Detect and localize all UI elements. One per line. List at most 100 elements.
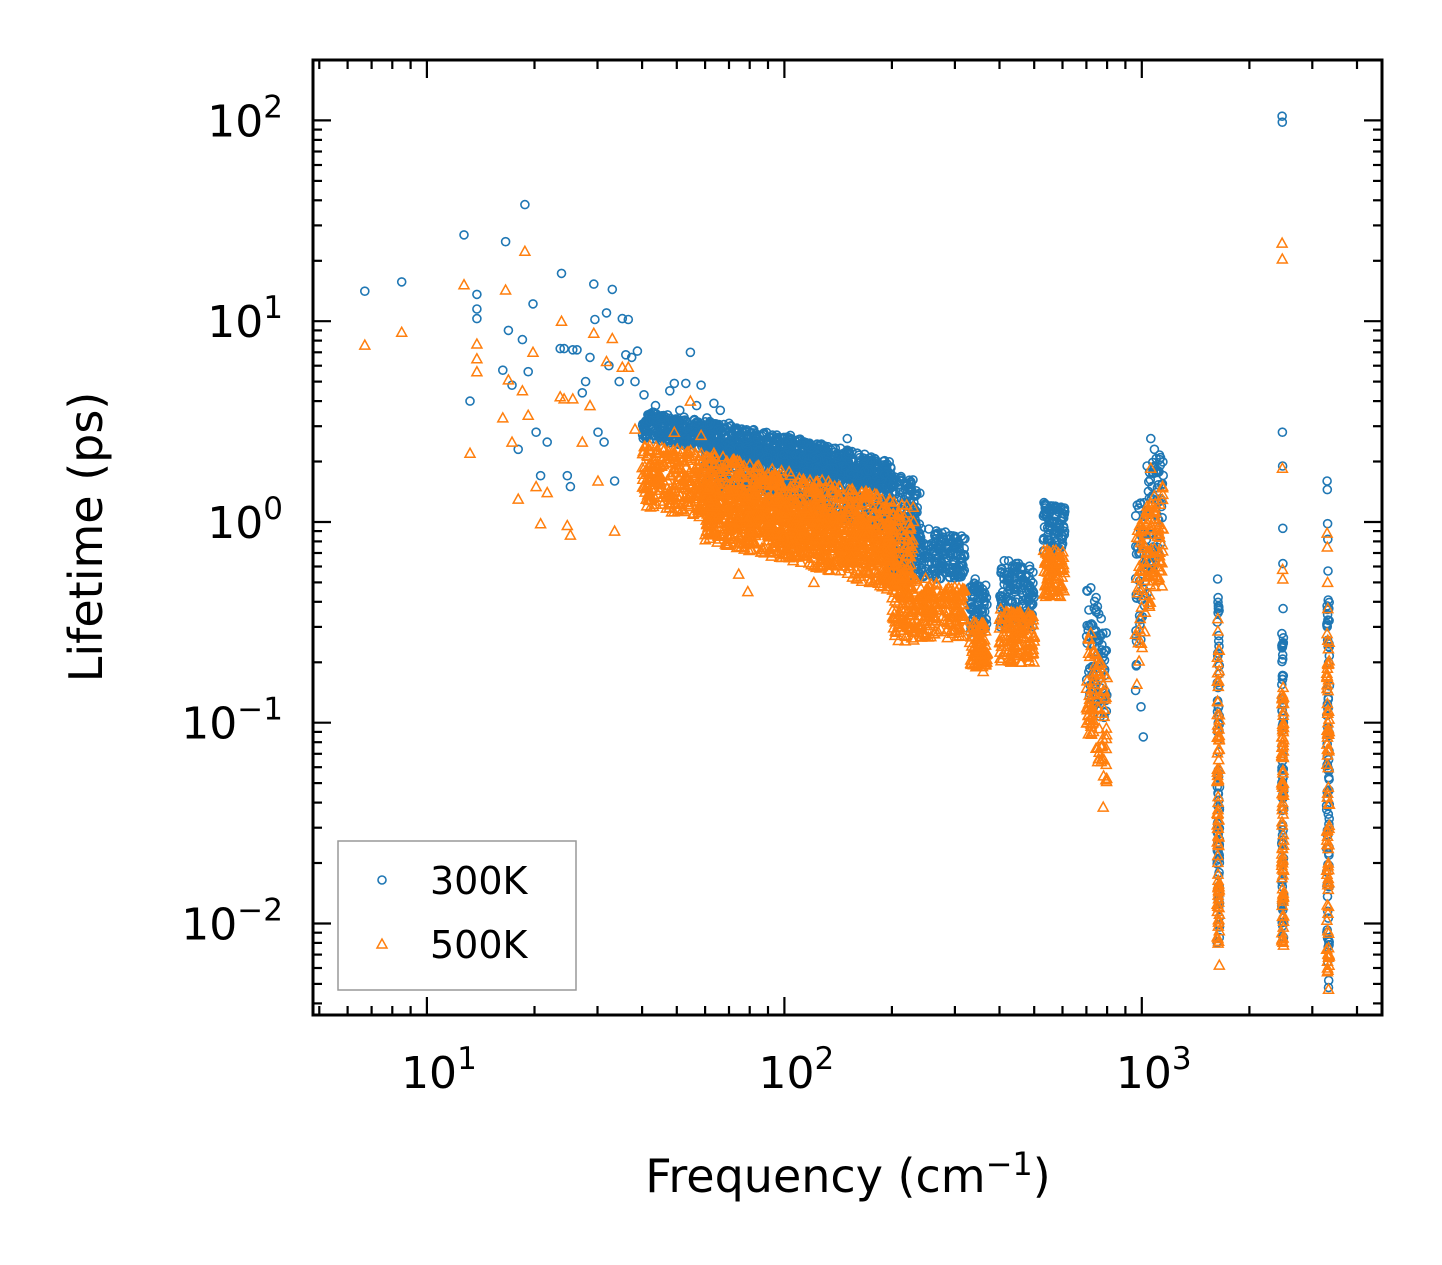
data-point xyxy=(696,454,709,466)
data-point xyxy=(614,376,625,387)
data-point xyxy=(565,481,576,492)
data-point xyxy=(729,455,742,467)
data-point xyxy=(689,446,702,458)
data-point xyxy=(970,601,980,612)
data-point xyxy=(913,567,924,578)
data-point xyxy=(1277,427,1288,438)
data-point xyxy=(1277,654,1288,664)
data-point xyxy=(858,491,871,503)
data-point xyxy=(886,469,896,479)
data-point xyxy=(719,534,733,547)
data-point xyxy=(707,523,721,535)
data-point xyxy=(699,513,713,525)
data-point xyxy=(798,544,811,556)
data-point xyxy=(809,452,819,463)
data-point xyxy=(899,540,912,552)
data-point xyxy=(666,447,680,459)
data-point xyxy=(952,543,962,554)
data-point xyxy=(692,453,706,465)
data-point xyxy=(807,559,821,571)
data-point xyxy=(777,528,791,540)
data-point xyxy=(782,494,796,506)
data-point xyxy=(647,453,660,465)
data-point xyxy=(664,385,675,396)
data-point xyxy=(567,344,578,355)
data-point xyxy=(1149,444,1160,455)
data-point xyxy=(900,484,910,494)
data-point xyxy=(900,506,914,518)
data-point xyxy=(773,437,784,447)
data-point xyxy=(1027,600,1037,611)
data-point xyxy=(702,413,712,423)
data-point xyxy=(756,470,769,482)
data-point xyxy=(1278,637,1289,648)
data-point xyxy=(640,416,651,427)
data-point xyxy=(851,572,864,584)
data-point xyxy=(708,459,721,472)
data-point xyxy=(1130,685,1141,696)
data-point xyxy=(739,510,753,522)
data-point xyxy=(709,477,723,489)
data-point xyxy=(875,478,886,488)
data-point xyxy=(833,490,846,502)
data-point xyxy=(1277,628,1287,639)
data-point xyxy=(1017,599,1027,610)
data-point xyxy=(978,592,989,603)
data-point xyxy=(956,531,967,541)
data-point xyxy=(1144,476,1154,487)
data-point xyxy=(779,450,789,460)
data-point xyxy=(712,465,726,477)
data-point xyxy=(1278,603,1288,614)
data-point xyxy=(791,506,805,518)
data-point xyxy=(759,430,770,440)
data-point xyxy=(845,467,856,478)
data-point xyxy=(861,553,874,566)
data-point xyxy=(1277,762,1287,773)
data-point xyxy=(820,465,830,476)
data-point xyxy=(825,539,839,551)
data-point xyxy=(752,498,766,510)
data-point xyxy=(787,478,800,491)
data-point xyxy=(806,442,816,453)
data-point xyxy=(919,570,930,580)
data-point xyxy=(779,459,790,470)
data-point xyxy=(722,484,736,497)
data-point xyxy=(669,422,680,432)
data-point xyxy=(650,400,661,411)
data-point xyxy=(820,527,834,539)
data-point xyxy=(733,504,746,517)
data-point xyxy=(738,483,751,496)
data-point xyxy=(757,543,770,555)
data-point xyxy=(849,564,863,576)
data-point xyxy=(1212,574,1223,584)
data-point xyxy=(683,478,697,490)
data-point xyxy=(794,521,808,533)
data-point xyxy=(807,467,818,477)
data-point xyxy=(500,236,511,247)
data-point xyxy=(726,491,739,503)
data-point xyxy=(876,580,889,592)
data-point xyxy=(459,230,469,240)
data-point xyxy=(1322,484,1333,495)
data-point xyxy=(857,527,871,539)
data-point xyxy=(845,550,859,562)
data-point xyxy=(712,505,725,518)
data-point xyxy=(782,465,796,477)
data-point xyxy=(920,552,931,562)
data-point xyxy=(829,463,839,474)
data-point xyxy=(870,555,884,568)
data-point xyxy=(577,387,588,398)
data-point xyxy=(647,430,658,440)
data-point xyxy=(691,417,702,428)
data-point xyxy=(748,424,759,435)
data-point xyxy=(599,437,609,447)
data-point xyxy=(861,548,875,560)
data-point xyxy=(803,515,816,527)
data-point xyxy=(902,559,915,571)
data-point xyxy=(929,545,939,556)
data-point xyxy=(654,423,665,434)
data-point xyxy=(763,456,774,467)
data-point xyxy=(743,536,756,548)
data-point xyxy=(763,517,776,530)
